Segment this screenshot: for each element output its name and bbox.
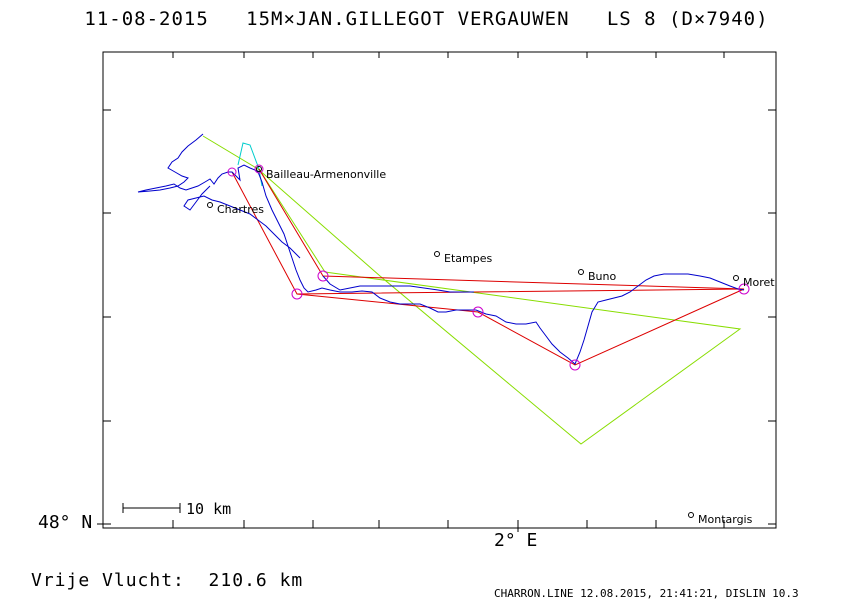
town-label-bailleau: Bailleau-Armenonville [266,168,386,181]
declared-route [202,135,742,445]
latitude-label: 48° N [38,512,93,533]
turnpoint-7 [738,283,750,295]
turnpoint-4 [291,288,303,300]
town-label-moret: Moret [743,276,775,289]
turnpoint-1 [227,167,237,177]
town-marker-montargis [688,512,694,518]
scale-bar-label: 10 km [186,500,231,518]
map-frame [102,51,777,529]
map-ticks [97,52,776,532]
turnpoint-6 [569,359,581,371]
town-label-chartres: Chartres [217,203,264,216]
town-label-buno: Buno [588,270,616,283]
town-marker-moret [733,275,739,281]
town-label-etampes: Etampes [444,252,492,265]
software-footer: CHARRON.LINE 12.08.2015, 21:41:21, DISLI… [494,587,799,600]
optimized-route-start [258,168,745,290]
scale-bar [122,503,181,513]
start-segment [237,142,263,187]
turnpoint-5 [472,306,484,318]
flight-title: 11-08-2015 15M×JAN.GILLEGOT VERGAUWEN LS… [84,8,769,30]
flight-track-west [183,185,301,259]
town-marker-bailleau [256,166,262,172]
turnpoints [227,164,750,371]
town-label-montargis: Montargis [698,513,753,526]
flight-track-loop [322,275,474,293]
optimized-route [231,171,745,366]
turnpoint-2 [254,164,264,174]
town-markers [207,166,739,518]
town-marker-chartres [207,202,213,208]
turnpoint-3 [317,270,329,282]
town-marker-buno [578,269,584,275]
longitude-label: 2° E [494,530,538,551]
town-marker-etampes [434,251,440,257]
distance-readout: Vrije Vlucht: 210.6 km [31,570,304,591]
flight-track [137,133,745,365]
